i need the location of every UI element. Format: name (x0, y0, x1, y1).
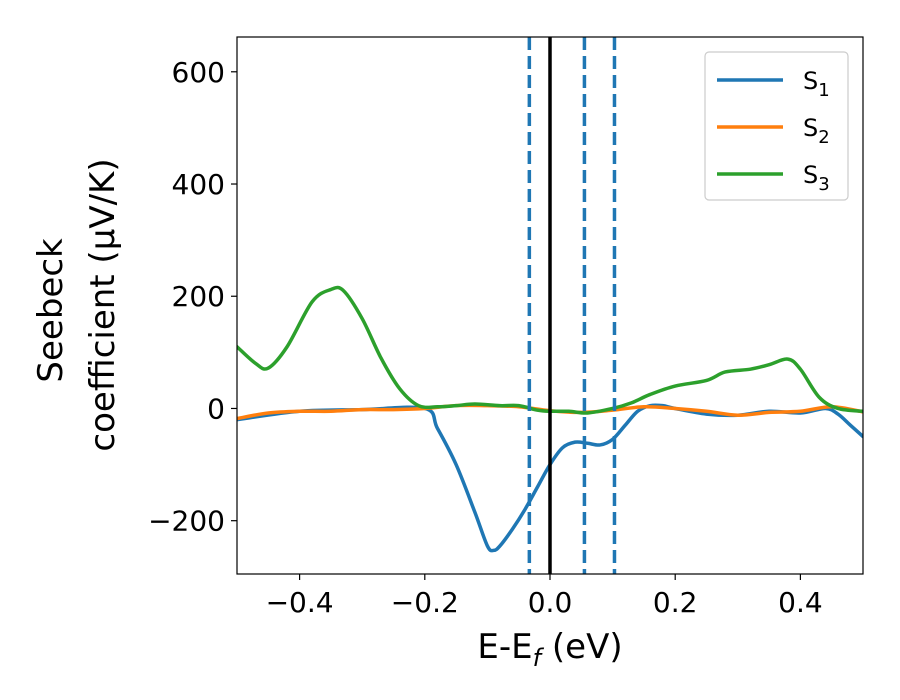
y-tick-label: 200 (172, 280, 225, 313)
series-line-s3 (237, 285, 863, 415)
x-tick-label: −0.2 (391, 586, 459, 619)
y-tick-label: 600 (172, 56, 225, 89)
y-axis-label-line2: coefficient (μV/K) (83, 158, 123, 451)
legend-label-s3: S3 (803, 161, 830, 195)
x-axis: −0.4 −0.2 0.0 0.2 0.4 (266, 574, 823, 619)
y-axis-label: Seebeck coefficient (μV/K) (31, 158, 123, 451)
x-tick-label: 0.0 (528, 586, 573, 619)
legend-label-s1: S1 (803, 67, 830, 101)
x-tick-label: 0.4 (778, 586, 823, 619)
legend: S1 S2 S3 (704, 51, 849, 201)
x-tick-label: 0.2 (653, 586, 698, 619)
y-tick-label: 400 (172, 168, 225, 201)
y-axis-label-line1: Seebeck (31, 238, 71, 383)
plot-area (237, 37, 863, 574)
x-axis-label: E-Ef (eV) (477, 627, 622, 672)
legend-label-s2: S2 (803, 114, 830, 148)
y-axis: −200 0 200 400 600 (148, 56, 237, 538)
y-tick-label: −200 (148, 505, 225, 538)
y-tick-label: 0 (207, 392, 225, 425)
x-tick-label: −0.4 (266, 586, 334, 619)
